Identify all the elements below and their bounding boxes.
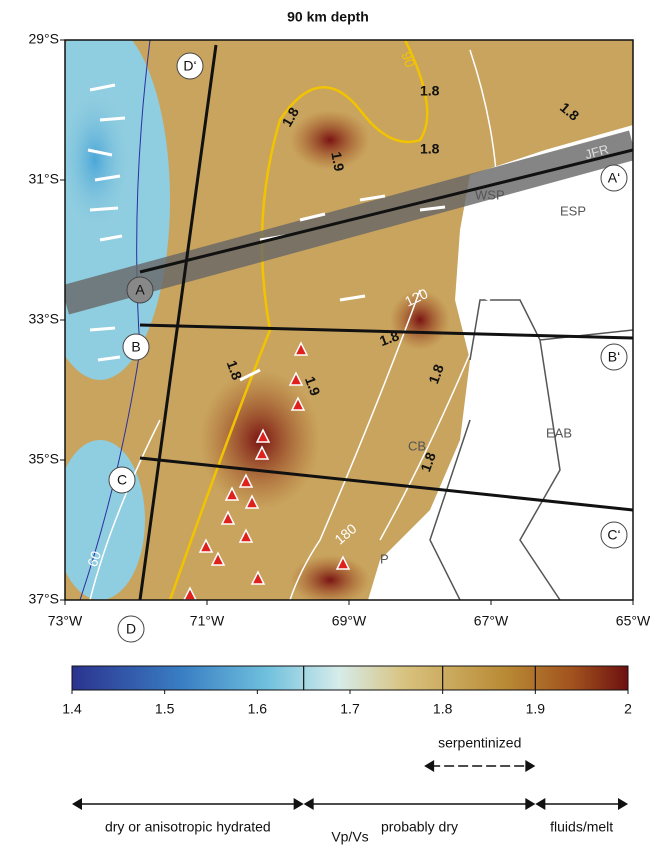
y-tick-label: 29°S [28,31,59,47]
profile-label: A [135,282,145,298]
high-ratio-zone [290,110,370,170]
contour-90 [168,40,429,600]
profile-label: D‘ [183,58,196,74]
colorbar-tick-label: 1.9 [526,701,546,717]
profile-marker [122,333,150,361]
x-tick-label: 73°W [48,613,83,629]
anisotropy-bars [87,83,491,382]
region-label: EAB [546,425,572,440]
slab-contour [289,289,421,600]
profile-marker [600,343,628,371]
profile-label: C‘ [607,527,620,543]
contour-label: 90 [398,49,418,69]
volcanoes [183,341,351,600]
low-ratio-zone [65,440,145,600]
colorbar [71,665,629,691]
contour-label: 1.9 [302,374,324,398]
y-tick-label: 37°S [28,591,59,607]
x-tick-label: 69°W [332,613,367,629]
high-ratio-zone [290,555,370,600]
arrow-head [303,798,314,810]
low-ratio-zone [65,80,135,240]
profile-lines [138,44,633,600]
region-label: WSP [475,187,505,202]
region-label: JFR [583,141,610,162]
arrow-head [525,760,536,772]
profile-label: B‘ [608,349,620,365]
contour-label: 60 [84,549,104,569]
profile-marker [600,521,628,549]
range-label: dry or anisotropic hydrated [105,819,271,835]
ridge-band [65,130,633,315]
y-tick-label: 33°S [28,311,59,327]
arrow-head [535,798,546,810]
colorbar-label: Vp/Vs [331,829,368,845]
slab-contour [89,419,161,600]
arrow-head [424,760,435,772]
profile-marker [600,164,628,192]
contour-label: 1.9 [328,150,347,172]
arrow-head [525,798,536,810]
high-ratio-zone [390,290,450,350]
region-label: P [380,551,389,566]
colorbar-tick-label: 1.6 [248,701,268,717]
colorbar-tick-label: 2 [624,701,632,717]
colorbar-tick-label: 1.8 [433,701,453,717]
y-tick-label: 35°S [28,451,59,467]
contour-label: 1.8 [425,362,447,386]
colorbar-tick-label: 1.4 [62,701,82,717]
contour-label: 1.8 [420,141,440,157]
contour-label: 1.8 [417,450,439,474]
range-label: probably dry [381,819,458,835]
profile-label: D [126,621,136,637]
arrow-head [618,798,628,810]
contour-label: 1.8 [377,327,401,349]
arrow-head [72,798,82,810]
region-label: CB [408,438,426,453]
arrow-head [293,798,304,810]
colorbar-tick-label: 1.7 [340,701,360,717]
map-title: 90 km depth [287,9,369,25]
colorbar-tick-label: 1.5 [155,701,175,717]
region-label: ESP [560,203,586,218]
x-tick-label: 71°W [190,613,225,629]
profile-label: A‘ [608,170,620,186]
range-label: fluids/melt [550,819,613,835]
x-tick-label: 67°W [474,613,509,629]
y-tick-label: 31°S [28,171,59,187]
profile-marker [117,615,145,643]
no-data [368,125,633,600]
profile-label: B [131,339,140,355]
map-field [65,40,633,600]
profile-marker [176,52,204,80]
map-labels: A A‘ B B‘ C C‘ D D‘ JFR WSP ESP EAB CB P… [84,49,628,643]
contour-label: 1.8 [420,83,440,99]
slab-contour [379,49,499,541]
x-tick-label: 65°W [616,613,651,629]
range-label: serpentinized [438,735,521,751]
profile-marker [126,276,154,304]
contour-label: 1.8 [224,358,246,382]
profile-marker [108,466,136,494]
profile-label: C [117,472,127,488]
